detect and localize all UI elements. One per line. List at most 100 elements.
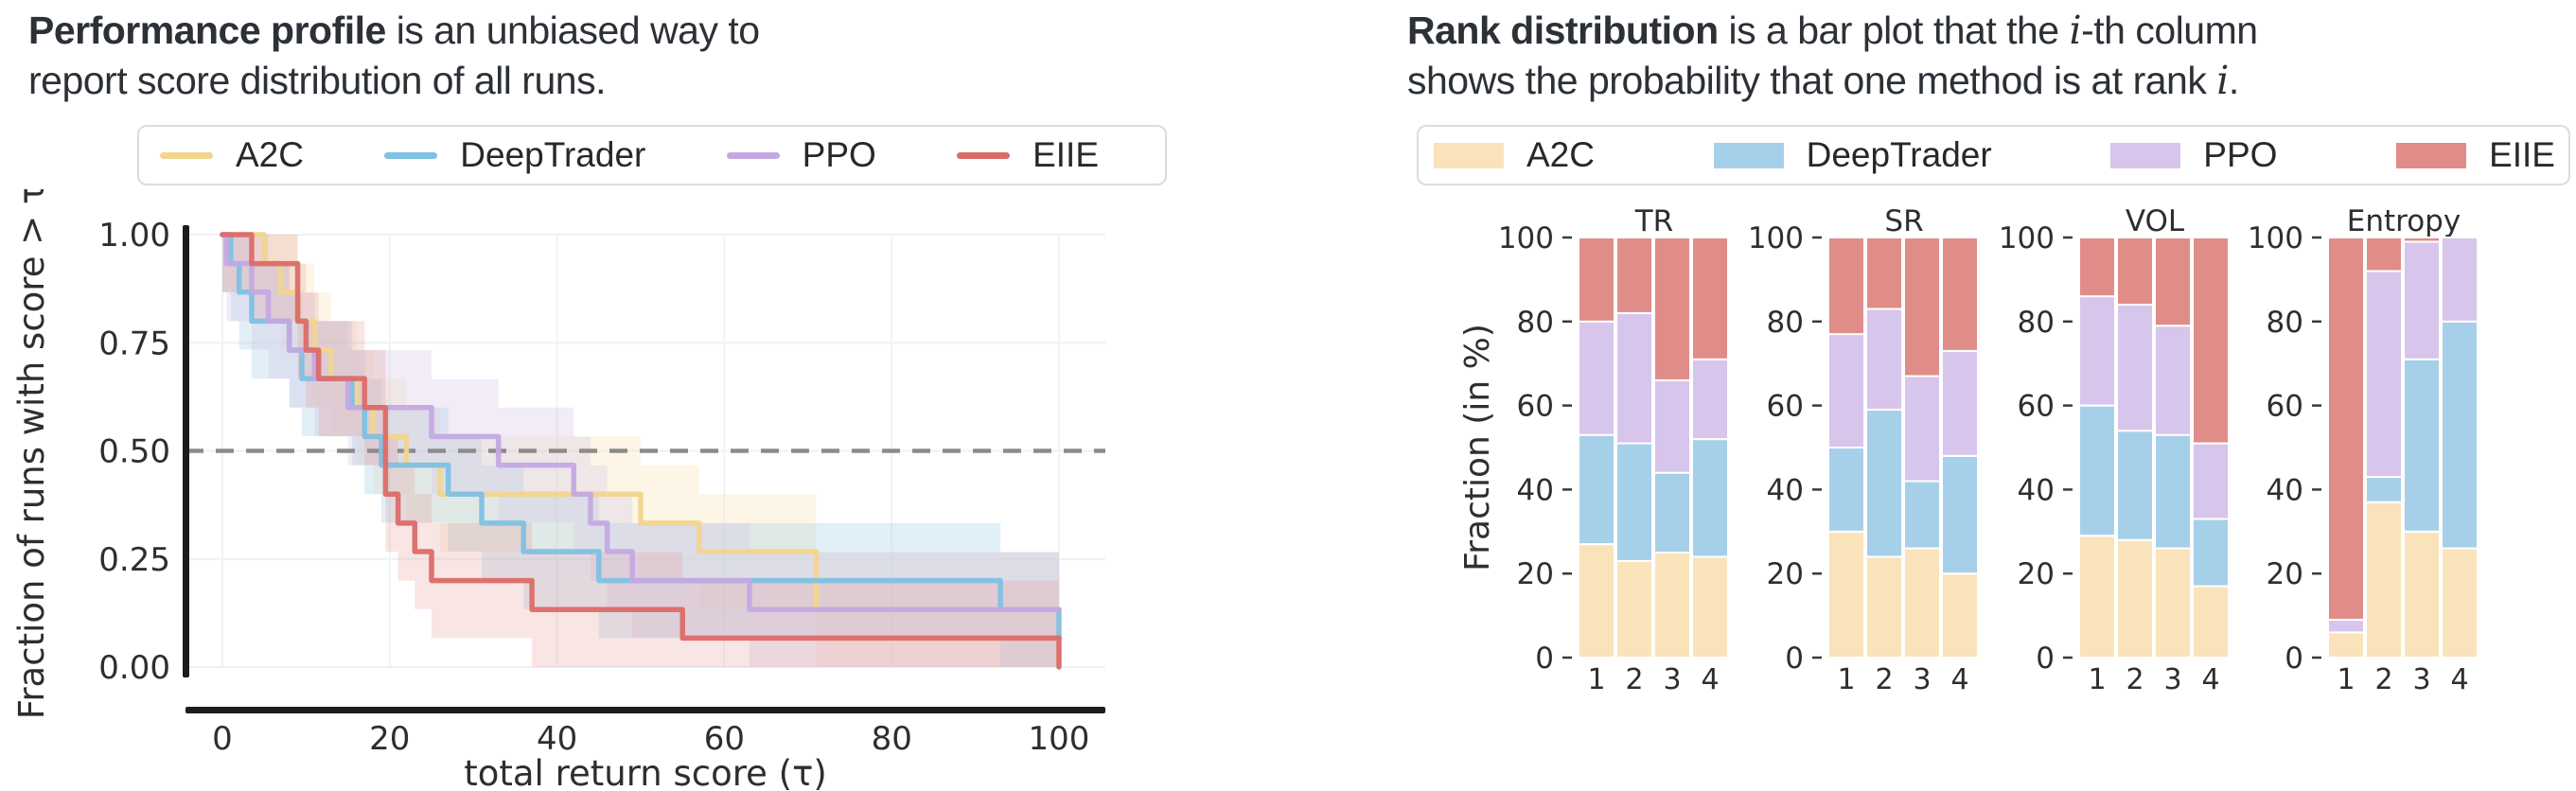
bar-segment-tr-rank1-eiie [1578, 237, 1615, 323]
bar-segment-tr-rank3-deeptrader [1653, 471, 1691, 554]
bar-segment-sr-rank4-ppo [1941, 349, 1979, 457]
bar-segment-sr-rank2-eiie [1865, 237, 1903, 310]
caption-bold-text: Performance profile [28, 9, 386, 52]
legend-item-a2c: A2C [160, 135, 304, 175]
y-tick-label: 80 [2267, 306, 2303, 340]
y-tick-label: 20 [2267, 557, 2303, 591]
bar-segment-entropy-rank2-eiie [2365, 237, 2403, 272]
x-tick-label: 2 [1625, 663, 1643, 696]
x-tick-label: 4 [1950, 663, 1968, 696]
bar-segment-sr-rank2-ppo [1865, 308, 1903, 412]
caption-text-line2: report score distribution of all runs. [28, 59, 606, 102]
bar-segment-tr-rank4-eiie [1691, 237, 1729, 360]
legend-swatch-a2c [1434, 142, 1504, 168]
y-tick-label: 0.00 [98, 649, 170, 687]
x-tick-label: 0 [212, 720, 233, 758]
bar-segment-vol-rank1-eiie [2078, 237, 2116, 298]
series-line-deeptrader [220, 232, 1062, 642]
x-tick-label: 4 [2201, 663, 2219, 696]
bar-segment-sr-rank3-ppo [1903, 375, 1941, 483]
x-tick-label: 100 [1029, 720, 1090, 758]
x-tick-label: 2 [2374, 663, 2392, 696]
bar-segment-tr-rank1-ppo [1578, 320, 1615, 436]
x-tick-label: 40 [537, 720, 577, 758]
legend-item-ppo: PPO [2110, 135, 2277, 175]
y-tick-label: 40 [1517, 473, 1554, 507]
bar-segment-sr-rank4-a2c [1941, 572, 1979, 659]
performance-profile-legend: A2C DeepTrader PPO EIIE [137, 125, 1167, 185]
bar-segment-sr-rank1-ppo [1827, 333, 1865, 448]
legend-swatch-eiie [2396, 142, 2467, 168]
legend-item-a2c: A2C [1434, 135, 1595, 175]
rank-distribution-caption: Rank distribution is a bar plot that the… [1407, 6, 2258, 106]
subplot-title-vol: VOL [2126, 204, 2185, 238]
bar-segment-tr-rank4-deeptrader [1691, 438, 1729, 558]
rank-distribution-legend: A2C DeepTrader PPO EIIE [1417, 125, 2570, 185]
legend-swatch-a2c [160, 151, 213, 159]
y-tick-label: 0.25 [98, 541, 170, 579]
y-tick-label: 0 [2285, 642, 2303, 676]
legend-label: DeepTrader [1806, 135, 1992, 174]
bar-segment-entropy-rank2-ppo [2365, 270, 2403, 479]
legend-item-ppo: PPO [726, 135, 876, 175]
y-tick-label: 60 [1767, 390, 1804, 424]
legend-label: A2C [1526, 135, 1595, 174]
y-tick-label: 60 [2018, 390, 2055, 424]
caption-italic-i: i [2216, 58, 2229, 103]
legend-label: A2C [236, 135, 304, 174]
legend-item-eiie: EIIE [957, 135, 1099, 175]
legend-label: PPO [2203, 135, 2278, 174]
x-tick-label: 60 [704, 720, 745, 758]
bar-segment-sr-rank2-a2c [1865, 555, 1903, 659]
performance-profile-caption: Performance profile is an unbiased way t… [28, 6, 760, 106]
bar-segment-sr-rank2-deeptrader [1865, 409, 1903, 558]
x-tick-label: 4 [1701, 663, 1719, 696]
y-tick-label: 80 [1767, 306, 1804, 340]
y-tick-label: 0 [2036, 642, 2055, 676]
bar-segment-vol-rank4-ppo [2192, 442, 2230, 520]
bar-segment-sr-rank3-a2c [1903, 547, 1941, 659]
x-tick-label: 1 [1587, 663, 1605, 696]
bar-segment-sr-rank1-a2c [1827, 530, 1865, 659]
caption-italic-i: i [2069, 8, 2082, 53]
bar-segment-tr-rank4-a2c [1691, 555, 1729, 659]
y-tick-label: 100 [1498, 221, 1554, 255]
bar-segment-entropy-rank2-a2c [2365, 501, 2403, 659]
bar-segment-entropy-rank4-deeptrader [2441, 320, 2479, 550]
y-tick-label: 100 [1748, 221, 1804, 255]
legend-label: EIIE [1032, 135, 1099, 174]
bar-segment-vol-rank2-eiie [2116, 237, 2154, 307]
bar-segment-sr-rank1-deeptrader [1827, 447, 1865, 533]
y-tick-label: 20 [1767, 557, 1804, 591]
y-tick-label: 0.75 [98, 325, 170, 362]
performance-profile-chart: 1.00 0.75 0.50 0.25 0.00 0 20 40 60 80 100 total re… [11, 189, 1105, 791]
y-tick-label: 0 [1785, 642, 1804, 676]
bar-segment-vol-rank4-deeptrader [2192, 518, 2230, 588]
legend-item-deeptrader: DeepTrader [1713, 135, 1992, 175]
bar-segment-vol-rank4-eiie [2192, 237, 2230, 445]
y-tick-label: 80 [2018, 306, 2055, 340]
y-tick-label: 20 [1517, 557, 1554, 591]
bar-segment-entropy-rank3-ppo [2403, 240, 2441, 360]
bar-segment-entropy-rank4-ppo [2441, 237, 2479, 323]
caption-text: . [2228, 59, 2239, 102]
bar-segment-entropy-rank4-a2c [2441, 547, 2479, 659]
bar-segment-vol-rank1-deeptrader [2078, 404, 2116, 537]
subplot-title-sr: SR [1884, 204, 1923, 238]
bar-segment-entropy-rank2-deeptrader [2365, 476, 2403, 503]
bar-segment-vol-rank3-deeptrader [2154, 433, 2192, 550]
legend-label: EIIE [2489, 135, 2555, 174]
bar-segment-tr-rank2-eiie [1615, 237, 1653, 314]
x-tick-label: 2 [1875, 663, 1893, 696]
caption-text: -th column [2081, 9, 2258, 52]
x-axis-label: total return score (τ) [464, 753, 827, 791]
y-tick-label: 60 [2267, 390, 2303, 424]
bar-segment-tr-rank2-ppo [1615, 311, 1653, 445]
legend-label: PPO [802, 135, 876, 174]
y-tick-label: 80 [1517, 306, 1554, 340]
bar-segment-vol-rank2-deeptrader [2116, 430, 2154, 541]
x-tick-label: 3 [1663, 663, 1681, 696]
confidence-band-deeptrader [222, 235, 1059, 667]
bar-segment-sr-rank4-eiie [1941, 237, 1979, 352]
x-tick-label: 3 [1913, 663, 1931, 696]
